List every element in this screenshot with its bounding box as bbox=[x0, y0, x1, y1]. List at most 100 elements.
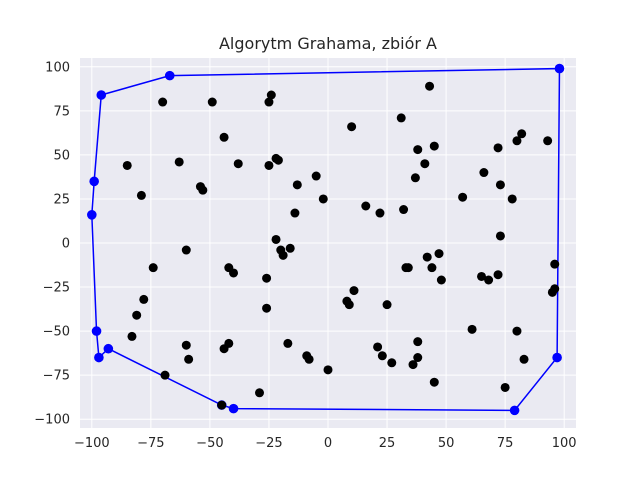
x-tick-label: −75 bbox=[137, 436, 164, 451]
data-point bbox=[148, 263, 158, 273]
data-point bbox=[219, 132, 229, 142]
data-point bbox=[467, 324, 477, 334]
data-point bbox=[382, 300, 392, 310]
data-point bbox=[278, 250, 288, 260]
data-point bbox=[500, 382, 510, 392]
data-point bbox=[413, 145, 423, 155]
x-tick-label: 25 bbox=[379, 436, 396, 451]
y-tick-label: −25 bbox=[43, 281, 70, 296]
x-tick-label: −50 bbox=[196, 436, 223, 451]
data-point bbox=[519, 354, 529, 364]
data-point bbox=[184, 354, 194, 364]
hull-vertex bbox=[164, 70, 175, 81]
data-point bbox=[174, 157, 184, 167]
data-point bbox=[427, 263, 437, 273]
y-tick-label: 75 bbox=[53, 104, 70, 119]
data-point bbox=[377, 351, 387, 361]
y-tick-labels: −100 −75 −50 −25 0 25 50 75 100 bbox=[34, 60, 70, 427]
data-point bbox=[434, 249, 444, 259]
y-tick-label: 50 bbox=[53, 148, 70, 163]
data-point bbox=[429, 377, 439, 387]
data-point bbox=[349, 286, 359, 296]
data-point bbox=[396, 113, 406, 123]
hull-vertex bbox=[552, 352, 562, 363]
data-point bbox=[458, 192, 468, 202]
data-point bbox=[266, 90, 276, 100]
data-point bbox=[479, 168, 489, 178]
data-point bbox=[264, 97, 274, 107]
data-point bbox=[387, 358, 397, 368]
points bbox=[122, 81, 560, 410]
data-point bbox=[290, 208, 300, 218]
hull-vertex bbox=[554, 63, 565, 74]
data-point bbox=[283, 338, 293, 348]
data-point bbox=[550, 259, 560, 269]
data-point bbox=[229, 268, 239, 278]
x-tick-label: −100 bbox=[74, 436, 110, 451]
data-point bbox=[375, 208, 385, 218]
y-tick-label: −50 bbox=[43, 325, 70, 340]
data-point bbox=[436, 275, 446, 285]
hull-vertex bbox=[94, 352, 104, 363]
data-point bbox=[413, 353, 423, 363]
data-point bbox=[181, 245, 191, 255]
x-tick-label: 75 bbox=[497, 436, 514, 451]
data-point bbox=[233, 159, 243, 169]
hull-vertex bbox=[96, 90, 107, 100]
grid bbox=[80, 58, 576, 428]
y-tick-label: −75 bbox=[43, 369, 70, 384]
data-point bbox=[425, 81, 435, 91]
data-point bbox=[224, 338, 234, 348]
data-point bbox=[323, 365, 333, 375]
data-point bbox=[507, 194, 517, 204]
data-point bbox=[413, 337, 423, 347]
data-point bbox=[399, 205, 409, 215]
data-point bbox=[410, 173, 420, 183]
data-point bbox=[344, 300, 354, 310]
data-point bbox=[495, 180, 505, 190]
hull-vertex bbox=[103, 343, 114, 354]
data-point bbox=[262, 273, 272, 283]
data-point bbox=[484, 275, 494, 285]
data-point bbox=[543, 136, 553, 146]
y-tick-label: 0 bbox=[62, 237, 70, 252]
data-point bbox=[493, 143, 503, 153]
hull-vertex bbox=[89, 176, 99, 187]
data-point bbox=[262, 303, 272, 313]
data-point bbox=[160, 370, 170, 380]
data-point bbox=[271, 153, 281, 163]
data-point bbox=[181, 340, 191, 350]
data-point bbox=[207, 97, 217, 107]
data-point bbox=[347, 122, 357, 132]
data-point bbox=[422, 252, 432, 262]
data-point bbox=[403, 263, 413, 273]
y-tick-label: 100 bbox=[45, 60, 70, 75]
data-point bbox=[264, 160, 274, 170]
data-point bbox=[493, 270, 503, 280]
data-point bbox=[420, 159, 430, 169]
data-point bbox=[429, 141, 439, 151]
x-tick-label: 100 bbox=[552, 436, 577, 451]
data-point bbox=[198, 185, 208, 195]
data-point bbox=[512, 326, 522, 336]
data-point bbox=[139, 294, 149, 304]
data-point bbox=[158, 97, 168, 107]
data-point bbox=[255, 388, 265, 398]
x-tick-label: 50 bbox=[438, 436, 455, 451]
hull bbox=[87, 63, 565, 416]
data-point bbox=[127, 331, 137, 341]
data-point bbox=[292, 180, 302, 190]
chart-title: Algorytm Grahama, zbiór A bbox=[219, 34, 437, 53]
hull-vertex bbox=[87, 210, 97, 220]
data-point bbox=[217, 400, 227, 410]
data-point bbox=[547, 287, 557, 297]
data-point bbox=[517, 129, 527, 139]
x-tick-label: 0 bbox=[324, 436, 332, 451]
data-point bbox=[311, 171, 321, 181]
data-point bbox=[271, 234, 281, 244]
data-point bbox=[512, 136, 522, 146]
data-point bbox=[408, 360, 418, 370]
hull-vertex bbox=[228, 403, 239, 414]
y-tick-label: 25 bbox=[53, 192, 70, 207]
